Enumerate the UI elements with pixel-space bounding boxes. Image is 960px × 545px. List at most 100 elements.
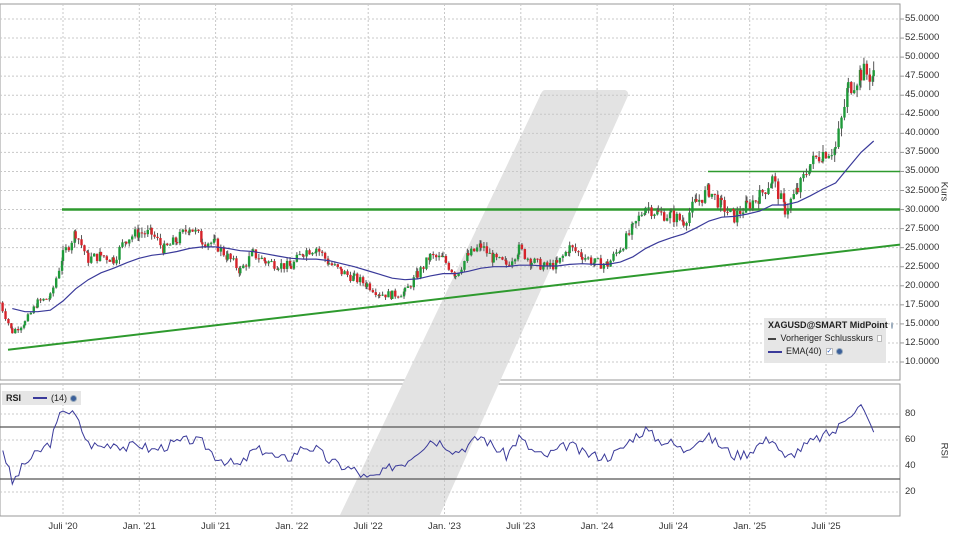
ema-checkbox[interactable]: ✓ (825, 348, 833, 355)
candle-body (657, 210, 660, 212)
candle-body (672, 210, 676, 223)
candle-body (786, 208, 790, 215)
candle-body (133, 229, 137, 237)
y-tick-label: 12.5000 (905, 336, 940, 348)
candle-body (467, 253, 470, 256)
candle-body (282, 263, 286, 269)
candle-body (513, 259, 517, 262)
candle-body (691, 201, 694, 213)
candle-body (872, 70, 875, 77)
candle-body (358, 277, 362, 283)
candle-body (723, 200, 726, 212)
candle-body (301, 254, 304, 256)
candle-body (470, 248, 473, 256)
rsi-legend: RSI (14) (2, 391, 82, 405)
globe-icon[interactable] (70, 394, 78, 402)
candle-body (54, 278, 58, 288)
candle-body (530, 262, 533, 266)
globe-icon[interactable] (890, 322, 893, 329)
candle-body (482, 246, 486, 248)
candle-body (871, 76, 874, 82)
candle-body (736, 210, 739, 223)
candle-body (498, 257, 501, 259)
candle-body (95, 253, 99, 262)
ema-line-icon (768, 350, 782, 353)
price-axis-title: Kurs (938, 181, 950, 202)
candle-body (523, 249, 527, 259)
y-tick-label: 20.0000 (905, 279, 940, 291)
candle-body (675, 213, 679, 223)
rsi-legend-title: RSI (6, 393, 22, 403)
candle-body (406, 286, 410, 288)
candle-body (381, 294, 384, 296)
candle-body (178, 231, 182, 244)
candle-body (22, 325, 26, 328)
candle-body (0, 302, 1, 304)
candle-body (159, 238, 162, 246)
candle-body (850, 82, 853, 94)
y-tick-label: 27.5000 (905, 222, 940, 234)
candle-body (454, 275, 457, 277)
candle-body (808, 171, 811, 175)
candle-body (298, 254, 301, 256)
candle-body (336, 264, 339, 267)
candle-body (349, 274, 352, 281)
candle-body (852, 90, 856, 94)
candle-body (289, 265, 293, 269)
candle-body (409, 286, 413, 288)
candle-body (505, 260, 508, 265)
candle-body (776, 181, 780, 199)
candle-body (581, 256, 584, 260)
candle-body (273, 261, 276, 269)
candle-body (741, 212, 745, 214)
candle-body (637, 215, 641, 222)
candle-body (799, 178, 802, 193)
candle-body (475, 247, 479, 252)
y-tick-label: 42.5000 (905, 108, 940, 120)
candle-body (770, 183, 773, 189)
candle-body (764, 192, 767, 195)
candle-body (99, 251, 103, 256)
candle-body (191, 229, 194, 232)
candle-body (399, 296, 403, 298)
candle-body (615, 252, 618, 254)
candle-body (11, 328, 14, 334)
candle-body (463, 261, 466, 270)
candle-body (450, 269, 453, 273)
candle-body (323, 252, 327, 259)
prev-close-checkbox[interactable] (876, 335, 882, 342)
x-tick-label: Jan. '22 (275, 521, 309, 532)
candle-body (87, 252, 90, 263)
candle-body (517, 244, 521, 255)
y-tick-label: 15.0000 (905, 317, 940, 329)
candle-body (837, 128, 840, 148)
candle-body (855, 85, 859, 91)
rsi-tick-label: 80 (905, 408, 916, 419)
candle-body (212, 239, 216, 243)
candle-body (783, 202, 787, 215)
y-tick-label: 55.0000 (905, 13, 940, 24)
candle-body (260, 257, 263, 259)
candle-body (175, 242, 179, 244)
y-tick-label: 47.5000 (905, 70, 940, 82)
candle-body (137, 232, 141, 238)
globe-icon[interactable] (835, 348, 843, 355)
candle-body (536, 258, 539, 260)
candle-body (52, 287, 55, 294)
candle-body (656, 210, 659, 215)
candle-body (201, 242, 204, 245)
candle-body (460, 269, 463, 274)
candle-body (320, 251, 324, 253)
x-tick-label: Jan. '24 (580, 521, 614, 532)
candle-body (216, 238, 220, 252)
candle-body (586, 257, 590, 259)
candle-body (612, 253, 615, 261)
candle-body (330, 263, 334, 266)
candle-body (767, 188, 770, 195)
candle-body (188, 229, 191, 233)
candle-body (83, 245, 86, 252)
candle-body (184, 229, 187, 232)
rsi-line (2, 403, 875, 486)
candle-body (140, 232, 144, 234)
